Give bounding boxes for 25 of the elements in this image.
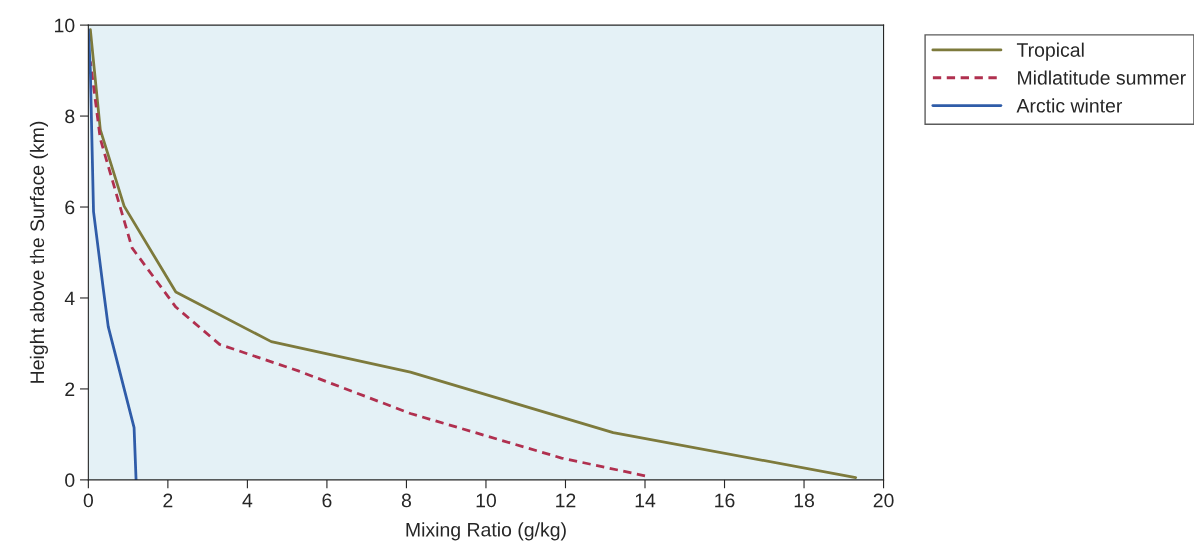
x-tick-label: 8 bbox=[401, 493, 411, 508]
y-tick-label: 2 bbox=[65, 382, 75, 396]
x-tick-label: 20 bbox=[873, 493, 894, 508]
x-tick-label: 16 bbox=[715, 493, 735, 508]
y-tick-label: 8 bbox=[65, 109, 75, 124]
y-axis-title: Height above the Surface (km) bbox=[29, 121, 48, 383]
x-tick-label: 6 bbox=[322, 493, 332, 508]
legend-label: Midlatitude summer bbox=[1018, 70, 1186, 85]
x-tick-label: 18 bbox=[794, 493, 815, 508]
line-series bbox=[88, 28, 858, 479]
line-series bbox=[88, 60, 647, 478]
x-axis-title: Mixing Ratio (g/kg) bbox=[406, 522, 566, 541]
x-tick-label: 2 bbox=[163, 493, 173, 508]
x-tick-label: 12 bbox=[556, 493, 576, 508]
x-tick-label: 0 bbox=[83, 493, 93, 508]
y-tick-label: 0 bbox=[65, 473, 75, 488]
y-tick-label: 10 bbox=[55, 18, 75, 33]
y-tick-label: 4 bbox=[64, 291, 75, 306]
x-tick-label: 4 bbox=[242, 493, 253, 508]
x-tick-label: 10 bbox=[476, 493, 497, 508]
x-tick-label: 14 bbox=[635, 493, 656, 508]
y-tick-label: 6 bbox=[65, 200, 75, 215]
legend-label: Arctic winter bbox=[1016, 98, 1123, 113]
legend-label: Tropical bbox=[1016, 42, 1084, 61]
line-series bbox=[88, 28, 138, 480]
